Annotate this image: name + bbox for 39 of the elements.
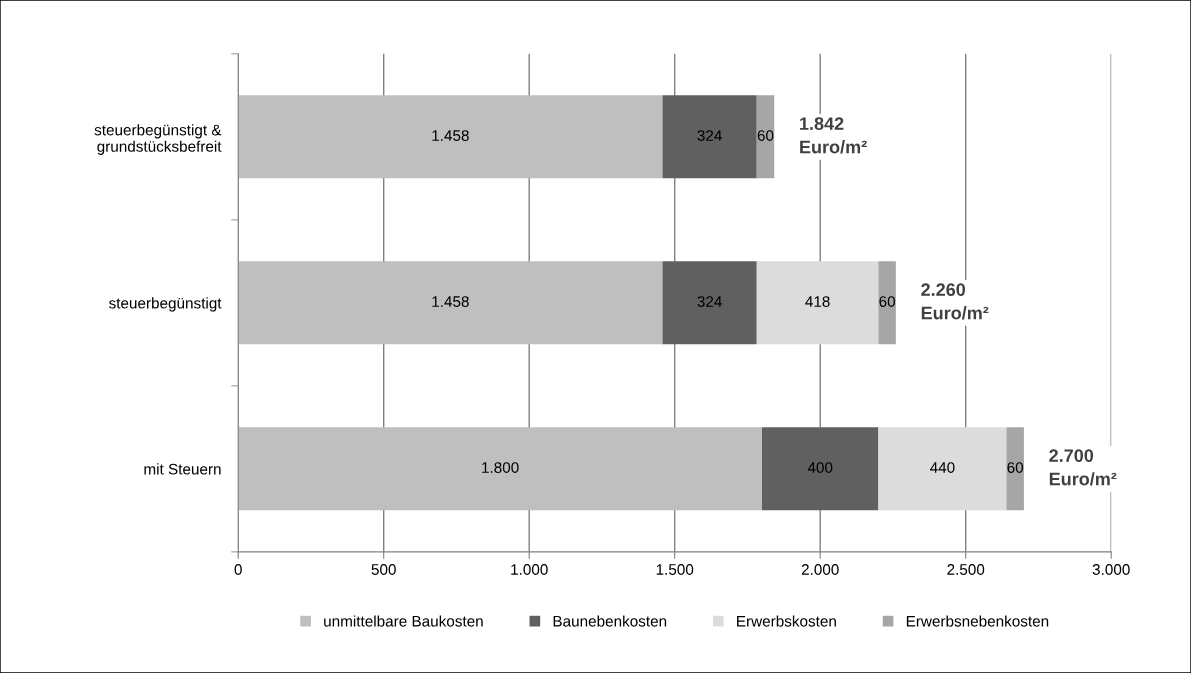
x-tick-label: 500 (371, 564, 396, 575)
x-tick-label: 1.500 (656, 564, 694, 575)
bar (1006, 427, 1024, 511)
bar (762, 427, 879, 511)
x-tick-label: 3.000 (1092, 564, 1130, 575)
data-label: 1.458 (432, 130, 469, 141)
total-label: 1.842 Euro/m² (800, 117, 867, 154)
bar (878, 261, 896, 345)
y-tick-label: mit Steuern (144, 463, 221, 475)
legend-label: Erwerbsnebenkosten (906, 615, 1049, 627)
y-tick-label: steuerbegünstigt & grundstücksbefreit (94, 124, 222, 155)
data-label: 60 (1007, 462, 1024, 473)
bar (662, 261, 757, 345)
total-label: 2.700 Euro/m² (1049, 449, 1117, 486)
data-label: 324 (697, 296, 722, 307)
data-label: 60 (757, 130, 774, 141)
x-tick-label: 0 (234, 564, 242, 575)
legend-label: unmittelbare Baukosten (324, 615, 483, 627)
legend-label: Erwerbskosten (737, 615, 836, 627)
legend-label: Baunebenkosten (553, 615, 667, 627)
bar (756, 261, 879, 345)
data-label: 60 (879, 296, 896, 307)
bar (662, 95, 757, 179)
total-label: 2.260 Euro/m² (921, 283, 989, 320)
bar (238, 261, 663, 345)
x-tick-label: 1.000 (511, 564, 548, 575)
x-tick-label: 2.500 (947, 564, 985, 575)
x-tick-label: 2.000 (801, 564, 839, 575)
data-label: 1.458 (432, 296, 469, 307)
data-label: 400 (807, 462, 833, 473)
data-label: 418 (805, 296, 830, 307)
bar (238, 95, 663, 179)
bar (238, 427, 762, 511)
data-label: 1.800 (482, 462, 519, 473)
y-tick-label: steuerbegünstigt (109, 297, 222, 312)
data-label: 440 (930, 462, 955, 473)
bar (878, 427, 1007, 511)
bar (756, 95, 775, 179)
data-label: 324 (697, 130, 722, 141)
